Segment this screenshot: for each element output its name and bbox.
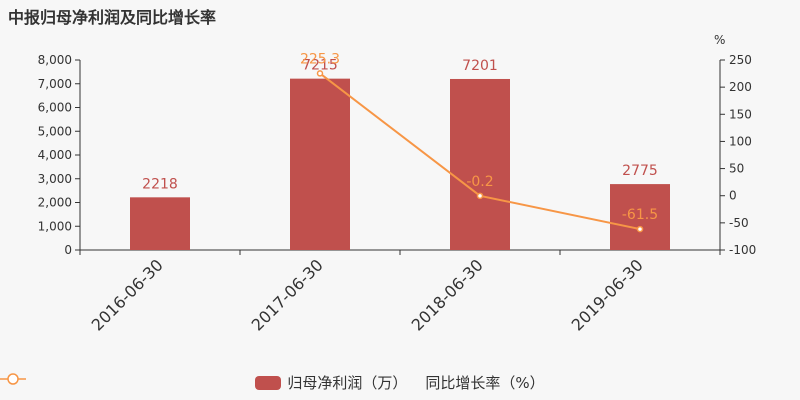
bar-series: 2218 7215 7201 2775	[130, 58, 670, 250]
legend-item-bar[interactable]: 归母净利润（万）	[255, 372, 407, 393]
bar-value-label: 7201	[462, 58, 498, 74]
y-left-tick-label: 6,000	[38, 101, 72, 115]
chart-title: 中报归母净利润及同比增长率	[8, 8, 217, 27]
bar	[450, 78, 510, 250]
legend: 归母净利润（万） 同比增长率（%）	[0, 372, 800, 393]
line-point	[636, 225, 644, 233]
y-right-tick-label: -100	[729, 243, 756, 257]
bar-value-label: 2775	[622, 163, 658, 179]
line-value-label: -61.5	[622, 207, 658, 223]
y-right-tick-label: 50	[729, 162, 744, 176]
y-left-tick-label: 8,000	[38, 53, 72, 67]
bar-value-label: 2218	[142, 176, 178, 192]
line-series: 225.3 -0.2 -61.5	[300, 51, 658, 233]
legend-bar-swatch	[255, 375, 282, 390]
x-tick-label: 2017-06-30	[248, 255, 327, 334]
y-left-tick-label: 7,000	[38, 77, 72, 91]
y-left-tick-label: 1,000	[38, 219, 72, 233]
y-left-tick-label: 4,000	[38, 148, 72, 162]
y-left-tick-label: 5,000	[38, 124, 72, 138]
y-left-tick-label: 0	[64, 243, 72, 257]
line-value-label: 225.3	[300, 51, 340, 67]
line-point	[316, 70, 324, 77]
legend-line-label: 同比增长率（%）	[425, 374, 545, 392]
y-right-tick-label: 150	[729, 107, 752, 121]
y-right-tick-label: 200	[729, 80, 752, 94]
bar	[290, 78, 350, 250]
x-tick-label: 2016-06-30	[88, 255, 167, 334]
bar	[130, 197, 190, 250]
legend-item-line[interactable]: 同比增长率（%）	[0, 372, 545, 393]
x-tick-label: 2018-06-30	[408, 255, 487, 334]
y-right-tick-label: -50	[729, 216, 749, 230]
y-right-tick-label: 100	[729, 134, 752, 148]
line-point	[476, 192, 484, 200]
bar	[610, 184, 670, 250]
y-right-tick-label: 0	[729, 189, 737, 203]
y-left-tick-label: 3,000	[38, 172, 72, 186]
y-right-tick-label: 250	[729, 53, 752, 67]
legend-line-swatch	[0, 373, 26, 385]
y-left-tick-label: 2,000	[38, 196, 72, 210]
bar-value-label: 7215	[302, 58, 338, 74]
right-axis-unit: %	[714, 33, 725, 47]
line-value-label: -0.2	[466, 174, 493, 190]
x-tick-label: 2019-06-30	[568, 255, 647, 334]
legend-bar-label: 归母净利润（万）	[287, 374, 408, 392]
